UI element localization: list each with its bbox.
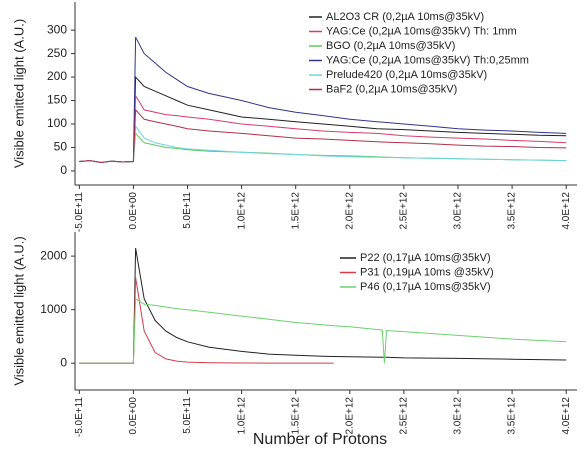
legend-label: YAG:Ce (0,2µA 10ms@35kV) Th: 1mm	[326, 25, 517, 37]
x-tick-label: 1.0E+12	[236, 192, 247, 230]
y-tick-label: 300	[47, 22, 67, 36]
x-tick-label: 4.0E+12	[561, 397, 572, 435]
x-tick-label: -5.0E+11	[74, 397, 85, 438]
x-tick-label: 3.0E+12	[453, 192, 464, 230]
x-tick-label: 1.5E+12	[290, 192, 301, 230]
y-tick-label: 250	[47, 46, 67, 60]
series-line	[79, 277, 334, 364]
x-tick-label: 1.5E+12	[290, 397, 301, 435]
y-tick-label: 50	[54, 140, 68, 154]
legend-label: AL2O3 CR (0,2µA 10ms@35kV)	[326, 11, 484, 23]
y-tick-label: 0	[60, 355, 67, 369]
legend-label: P46 (0,17µA 10ms@35kV)	[360, 281, 491, 293]
y-axis-title: Visible emitted light (A.U.)	[11, 19, 26, 168]
x-tick-label: 3.5E+12	[507, 192, 518, 230]
x-tick-label: -5.0E+11	[74, 192, 85, 233]
y-tick-label: 2000	[40, 248, 67, 262]
y-tick-label: 1000	[40, 302, 67, 316]
legend-label: BGO (0,2µA 10ms@35kV)	[326, 40, 455, 52]
x-tick-label: 3.0E+12	[453, 397, 464, 435]
x-tick-label: 2.5E+12	[399, 192, 410, 230]
series-line	[79, 94, 567, 164]
x-tick-label: 3.5E+12	[507, 397, 518, 435]
y-tick-label: 200	[47, 69, 67, 83]
x-tick-label: 0.0E+00	[128, 192, 139, 230]
series-line	[79, 248, 567, 364]
y-tick-label: 100	[47, 116, 67, 130]
series-line	[79, 108, 567, 164]
x-tick-label: 2.0E+12	[344, 397, 355, 435]
x-tick-label: 5.0E+11	[182, 397, 193, 434]
series-line	[79, 75, 567, 164]
legend-label: P31 (0,19µA 10ms @35kV)	[360, 266, 494, 278]
y-axis-title: Visible emitted light (A.U.)	[11, 236, 26, 385]
x-axis-title: Number of Protons	[253, 431, 387, 448]
x-tick-label: 1.0E+12	[236, 397, 247, 435]
x-tick-label: 2.5E+12	[399, 397, 410, 435]
legend-label: YAG:Ce (0,2µA 10ms@35kV) Th:0,25mm	[326, 54, 529, 66]
x-tick-label: 4.0E+12	[561, 192, 572, 230]
x-tick-label: 5.0E+11	[182, 192, 193, 229]
y-tick-label: 150	[47, 93, 67, 107]
x-tick-label: 0.0E+00	[128, 397, 139, 435]
legend-label: P22 (0,17µA 10ms@35kV)	[360, 252, 491, 264]
series-line	[79, 298, 567, 364]
x-tick-label: 2.0E+12	[344, 192, 355, 230]
legend-label: Prelude420 (0,2µA 10ms@35kV)	[326, 69, 487, 81]
y-tick-label: 0	[60, 163, 67, 177]
series-line	[79, 132, 567, 164]
legend-label: BaF2 (0,2µA 10ms@35kV)	[326, 83, 457, 95]
